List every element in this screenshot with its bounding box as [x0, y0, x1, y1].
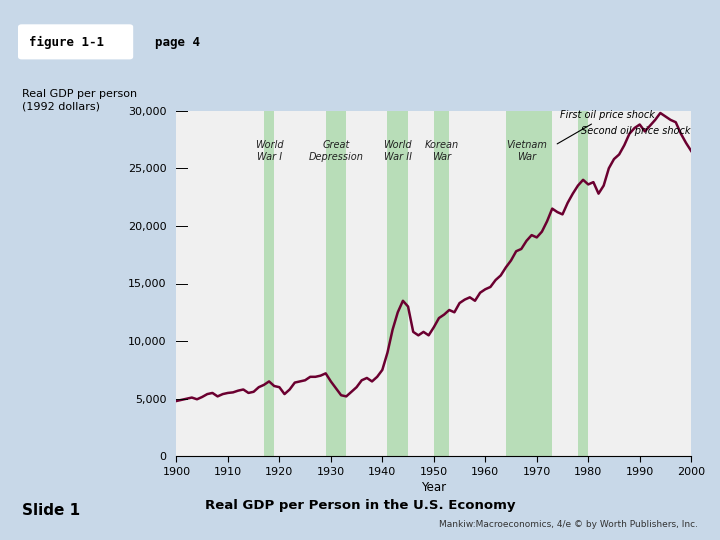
X-axis label: Year: Year: [421, 481, 446, 494]
Text: World
War II: World War II: [384, 139, 412, 162]
Text: figure 1-1: figure 1-1: [29, 36, 104, 49]
Text: Korean
War: Korean War: [425, 139, 459, 162]
Text: Second oil price shock: Second oil price shock: [580, 126, 690, 137]
Text: Real GDP per person
(1992 dollars): Real GDP per person (1992 dollars): [22, 89, 137, 111]
Bar: [325, 111, 346, 456]
Text: Real GDP per Person in the U.S. Economy: Real GDP per Person in the U.S. Economy: [204, 500, 516, 512]
Bar: [578, 111, 588, 456]
Text: Mankiw:Macroeconomics, 4/e © by Worth Publishers, Inc.: Mankiw:Macroeconomics, 4/e © by Worth Pu…: [439, 520, 698, 529]
Text: Vietnam
War: Vietnam War: [506, 139, 547, 162]
Text: page 4: page 4: [155, 36, 200, 49]
Bar: [506, 111, 552, 456]
Text: Great
Depression: Great Depression: [309, 139, 364, 162]
Bar: [433, 111, 449, 456]
Bar: [264, 111, 274, 456]
Text: World
War I: World War I: [255, 139, 284, 162]
Bar: [387, 111, 408, 456]
Text: Slide 1: Slide 1: [22, 503, 80, 518]
Text: First oil price shock: First oil price shock: [557, 110, 654, 144]
